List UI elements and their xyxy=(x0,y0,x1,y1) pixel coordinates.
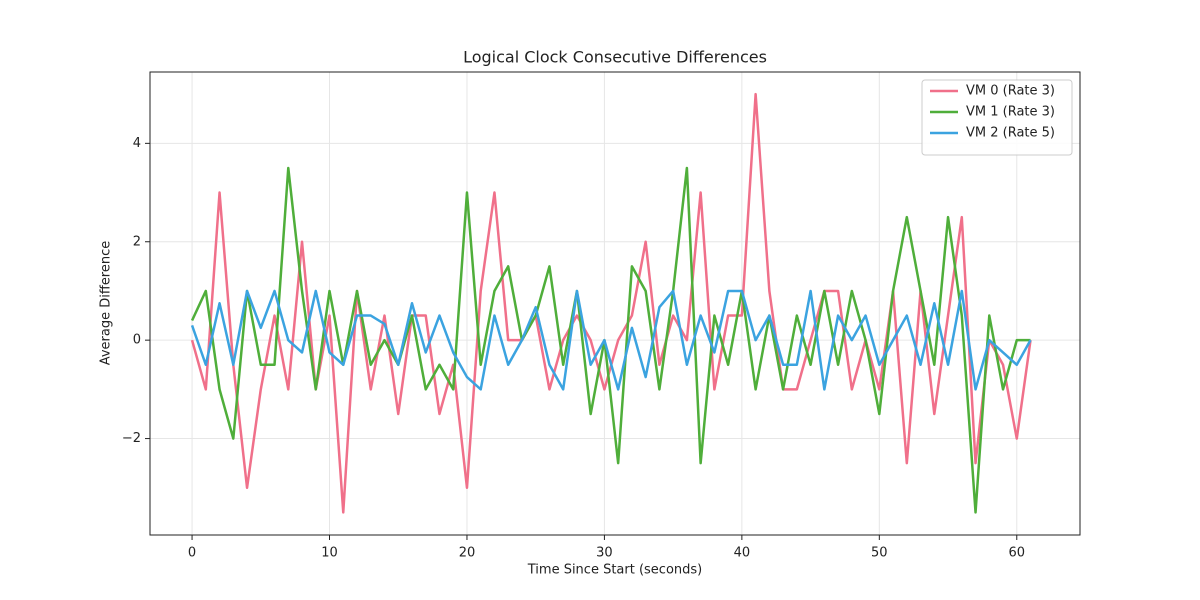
y-axis-label: Average Difference xyxy=(99,241,114,366)
plot-frame xyxy=(149,71,1081,536)
y-tick-label: 0 xyxy=(133,333,141,348)
x-tick-label: 60 xyxy=(1008,546,1025,561)
y-tick-label: 2 xyxy=(133,234,141,249)
legend-label: VM 2 (Rate 5) xyxy=(966,126,1055,141)
y-tick-label: 4 xyxy=(133,136,141,151)
series-line xyxy=(190,166,1031,514)
legend-label: VM 1 (Rate 3) xyxy=(966,105,1055,120)
legend: VM 0 (Rate 3) VM 1 (Rate 3) VM 2 (Rate 5) xyxy=(921,79,1073,156)
x-tick-label: 0 xyxy=(188,546,196,561)
y-tick-label: −2 xyxy=(122,431,141,446)
chart-title: Logical Clock Consecutive Differences xyxy=(463,48,767,67)
x-tick-label: 10 xyxy=(321,546,338,561)
x-axis-label: Time Since Start (seconds) xyxy=(527,563,703,578)
x-tick-label: 50 xyxy=(871,546,888,561)
legend-box xyxy=(921,79,1073,156)
x-tick-label: 20 xyxy=(459,546,476,561)
legend-label: VM 0 (Rate 3) xyxy=(966,84,1055,99)
series-line xyxy=(190,289,1032,391)
x-tick-label: 30 xyxy=(596,546,613,561)
x-tick-label: 40 xyxy=(734,546,751,561)
